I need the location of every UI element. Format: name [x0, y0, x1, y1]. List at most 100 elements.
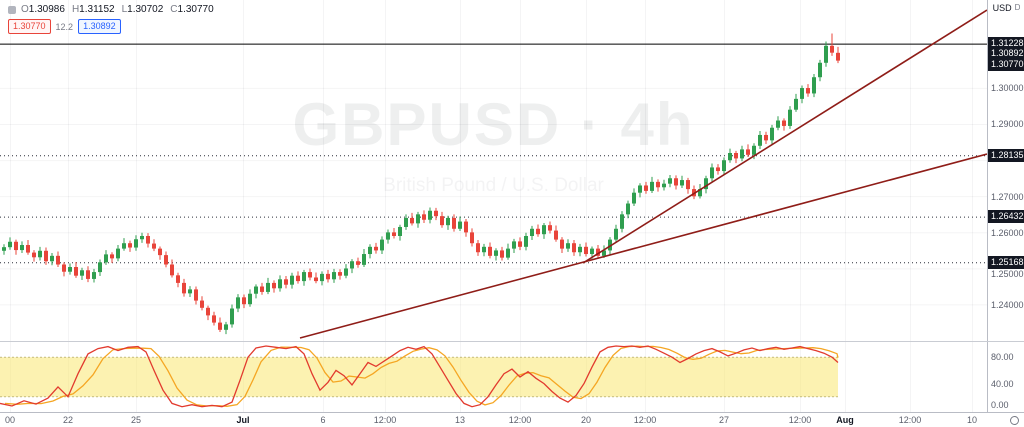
time-axis-label: 12:00 — [508, 415, 532, 425]
candle-body — [560, 239, 564, 249]
candle-body — [650, 181, 654, 191]
candle-body — [44, 250, 48, 262]
candle-body — [116, 248, 120, 259]
candle-body — [122, 243, 126, 249]
candle-body — [8, 241, 12, 248]
candle-body — [98, 262, 102, 273]
time-axis-label: 6 — [320, 415, 326, 425]
pane-separator[interactable] — [0, 341, 1024, 342]
pip-distance-label: 12.2 — [55, 21, 74, 32]
ohlc-readout: O 1.30986 H 1.31152 L 1.30702 C 1.30770 — [8, 4, 221, 15]
candle-body — [188, 289, 192, 294]
time-axis-label: 20 — [580, 415, 592, 425]
candle-body — [68, 267, 72, 272]
stoch-axis-label: 40.00 — [991, 378, 1014, 389]
price-alert-badge-red[interactable]: 1.30770 — [8, 19, 51, 34]
candle-body — [602, 250, 606, 256]
candle-body — [56, 255, 60, 265]
candle-body — [782, 120, 786, 126]
axis-mode-label: D — [1014, 3, 1021, 12]
candle-body — [704, 178, 708, 190]
candle-body — [542, 225, 546, 235]
candle-body — [698, 189, 702, 197]
time-axis-label: 12:00 — [633, 415, 657, 425]
candle-body — [620, 214, 624, 229]
candle-body — [164, 255, 168, 265]
candle-body — [500, 250, 504, 258]
candle-body — [386, 232, 390, 240]
candle-body — [656, 181, 660, 188]
candle-body — [488, 246, 492, 256]
axis-currency-toggle[interactable]: USD D — [988, 3, 1024, 13]
price-axis-label: 1.26000 — [991, 228, 1024, 238]
trendline[interactable] — [299, 153, 987, 339]
candle-body — [818, 62, 822, 78]
candle-body — [320, 273, 324, 282]
stochastic-pane-canvas[interactable] — [0, 341, 987, 412]
ohlc-high-value: 1.31152 — [79, 4, 115, 15]
candle-body — [326, 273, 330, 280]
stoch-d-line[interactable] — [4, 345, 839, 407]
candle-body — [200, 300, 204, 308]
candle-body — [590, 248, 594, 255]
candle-body — [356, 261, 360, 265]
candle-body — [626, 203, 630, 215]
watermark-description: British Pound / U.S. Dollar — [383, 175, 604, 196]
price-axis-label: 1.30000 — [991, 83, 1024, 93]
candle-body — [308, 272, 312, 278]
candle-body — [140, 235, 144, 240]
candle-body — [794, 98, 798, 110]
candle-body — [524, 235, 528, 247]
candle-body — [38, 250, 42, 258]
time-axis-label: 13 — [454, 415, 466, 425]
clock-icon[interactable] — [1010, 416, 1019, 425]
candle-body — [728, 152, 732, 161]
candle-body — [338, 272, 342, 276]
candle-body — [806, 88, 810, 94]
candle-body — [74, 267, 78, 276]
price-axis[interactable]: USD D 1.30000 1.29000 1.27000 1.26000 1.2500… — [987, 0, 1024, 412]
candle-body — [596, 248, 600, 256]
candle-body — [62, 264, 66, 272]
time-axis-label: 00 — [4, 415, 16, 425]
candle-body — [296, 275, 300, 282]
ohlc-close-value: 1.30770 — [177, 4, 214, 15]
trendline[interactable] — [582, 9, 987, 264]
price-axis-badge: 1.28135 — [988, 149, 1024, 162]
candle-body — [632, 192, 636, 204]
candle-body — [290, 275, 294, 285]
candle-body — [134, 239, 138, 248]
time-axis-label: 12:00 — [898, 415, 922, 425]
candle-body — [746, 149, 750, 155]
candle-body — [272, 282, 276, 289]
candle-body — [146, 235, 150, 244]
candle-body — [830, 45, 834, 53]
time-axis[interactable]: 00 22 25 Jul 6 12:00 13 12:00 20 12:00 27 12:00 Aug 1… — [0, 412, 1024, 427]
candle-body — [176, 275, 180, 283]
price-axis-label: 1.25000 — [991, 269, 1024, 279]
stoch-axis-label: 0.00 — [991, 400, 1009, 410]
candle-body — [194, 289, 198, 301]
candle-body — [470, 232, 474, 244]
ohlc-low-value: 1.30702 — [127, 4, 164, 15]
candle-body — [350, 261, 354, 269]
price-pane-canvas[interactable] — [0, 0, 987, 341]
stoch-k-line[interactable] — [0, 345, 839, 408]
candle-body — [716, 167, 720, 172]
candle-body — [458, 221, 462, 229]
price-alert-badge-blue[interactable]: 1.30892 — [78, 19, 121, 34]
candle-body — [266, 282, 270, 292]
candle-body — [32, 252, 36, 258]
price-axis-label: 1.27000 — [991, 192, 1024, 202]
time-axis-label: 22 — [62, 415, 74, 425]
candle-body — [152, 243, 156, 249]
time-axis-label: 10 — [966, 415, 978, 425]
price-axis-badge: 1.30770 — [988, 58, 1024, 71]
time-axis-corner — [1010, 416, 1019, 425]
ohlc-high-label: H — [71, 4, 80, 15]
ohlc-close-label: C — [170, 4, 178, 15]
candle-body — [230, 308, 234, 325]
ohlc-low-label: L — [121, 4, 128, 15]
candle-body — [260, 286, 264, 292]
